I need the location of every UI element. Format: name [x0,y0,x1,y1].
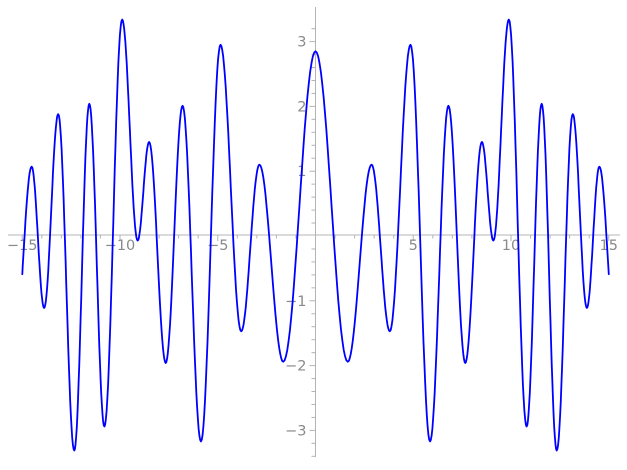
function-curve [21,18,610,452]
y-tick-label: −2 [285,359,306,375]
x-tick-label: −5 [207,238,228,254]
x-tick-label: 15 [600,238,618,254]
x-tick-label: 5 [409,238,418,254]
x-tick-label: 10 [502,238,520,254]
y-tick-label: 3 [297,35,306,51]
y-tick-label: −3 [285,423,306,439]
y-tick-label: 2 [297,99,306,115]
x-tick-label: −10 [105,238,136,254]
y-tick-label: −1 [285,294,306,310]
x-tick-label: −15 [7,238,38,254]
